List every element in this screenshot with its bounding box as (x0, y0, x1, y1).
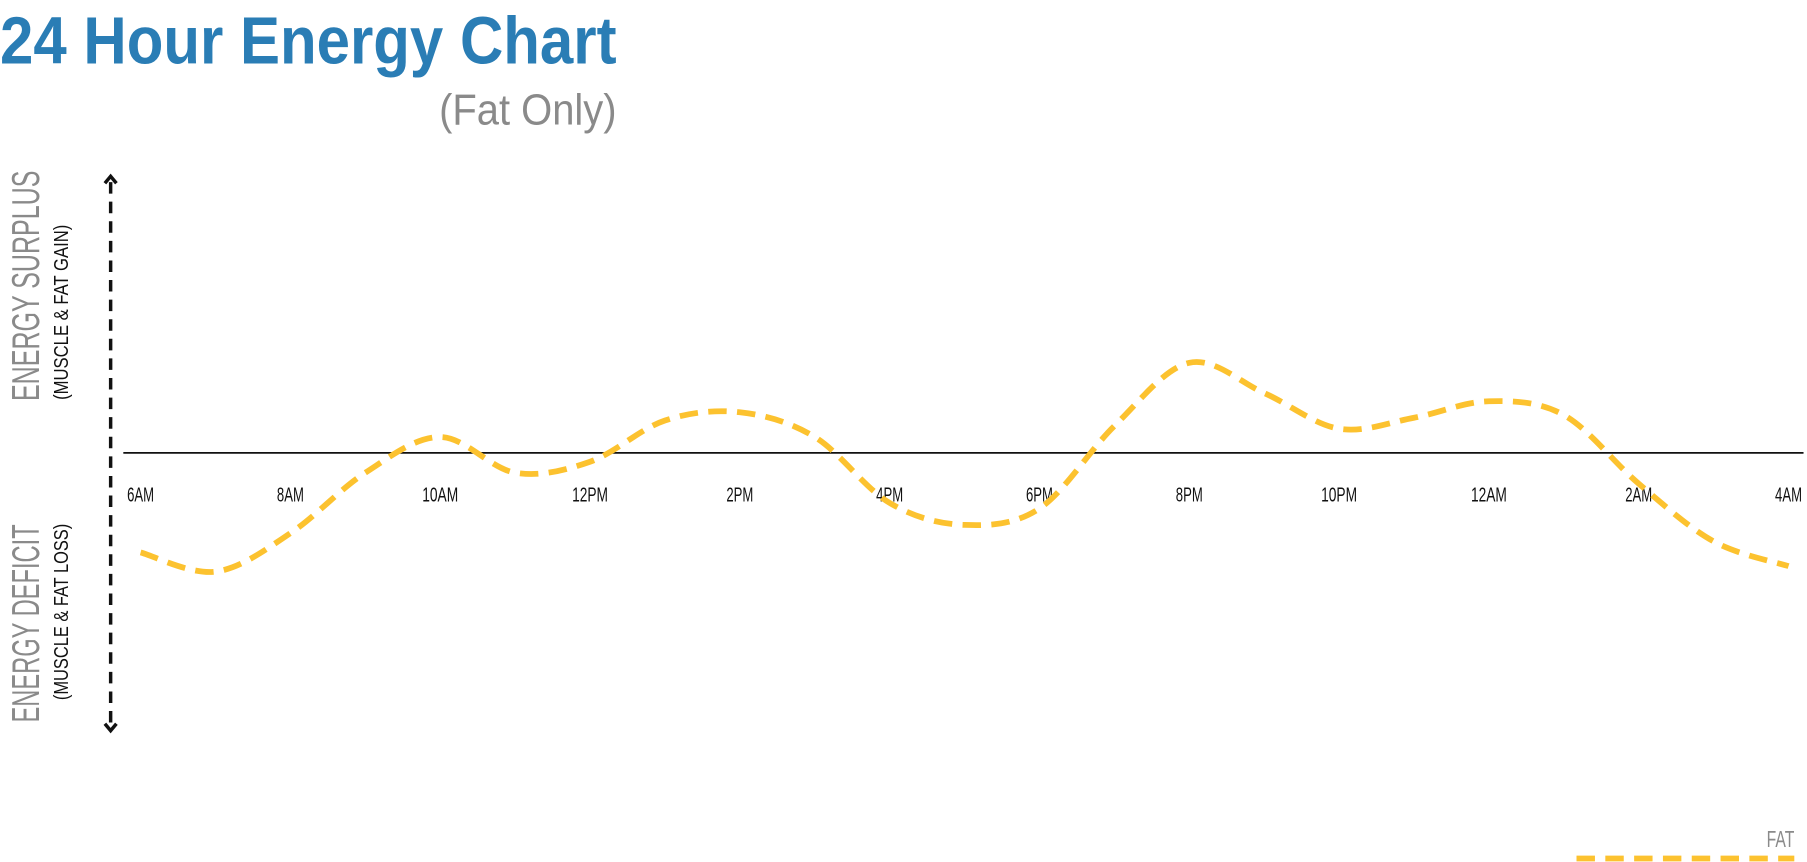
y-axis-label: ENERGY DEFICIT (5, 524, 48, 722)
y-axis-sublabel: (MUSCLE & FAT GAIN) (50, 225, 73, 400)
x-tick-label: 10AM (422, 483, 458, 506)
y-axis-label: ENERGY SURPLUS (5, 171, 48, 401)
y-axis-arrow (103, 173, 118, 185)
x-tick-label: 2PM (726, 483, 753, 506)
y-axis-arrow (103, 722, 118, 734)
x-tick-label: 2AM (1625, 483, 1652, 506)
x-tick-label: 12AM (1471, 483, 1507, 506)
chart-title: 24 Hour Energy Chart (0, 4, 617, 78)
y-axis-sublabel: (MUSCLE & FAT LOSS) (50, 524, 73, 700)
x-tick-label: 6AM (127, 483, 154, 506)
series-line (139, 359, 1790, 575)
x-tick-label: 8PM (1176, 483, 1203, 506)
x-tick-label: 12PM (572, 483, 608, 506)
legend-label: FAT (1767, 826, 1795, 852)
x-tick-label: 10PM (1321, 483, 1357, 506)
chart-subtitle: (Fat Only) (439, 85, 616, 134)
x-tick-label: 8AM (277, 483, 304, 506)
x-tick-label: 4AM (1775, 483, 1802, 506)
